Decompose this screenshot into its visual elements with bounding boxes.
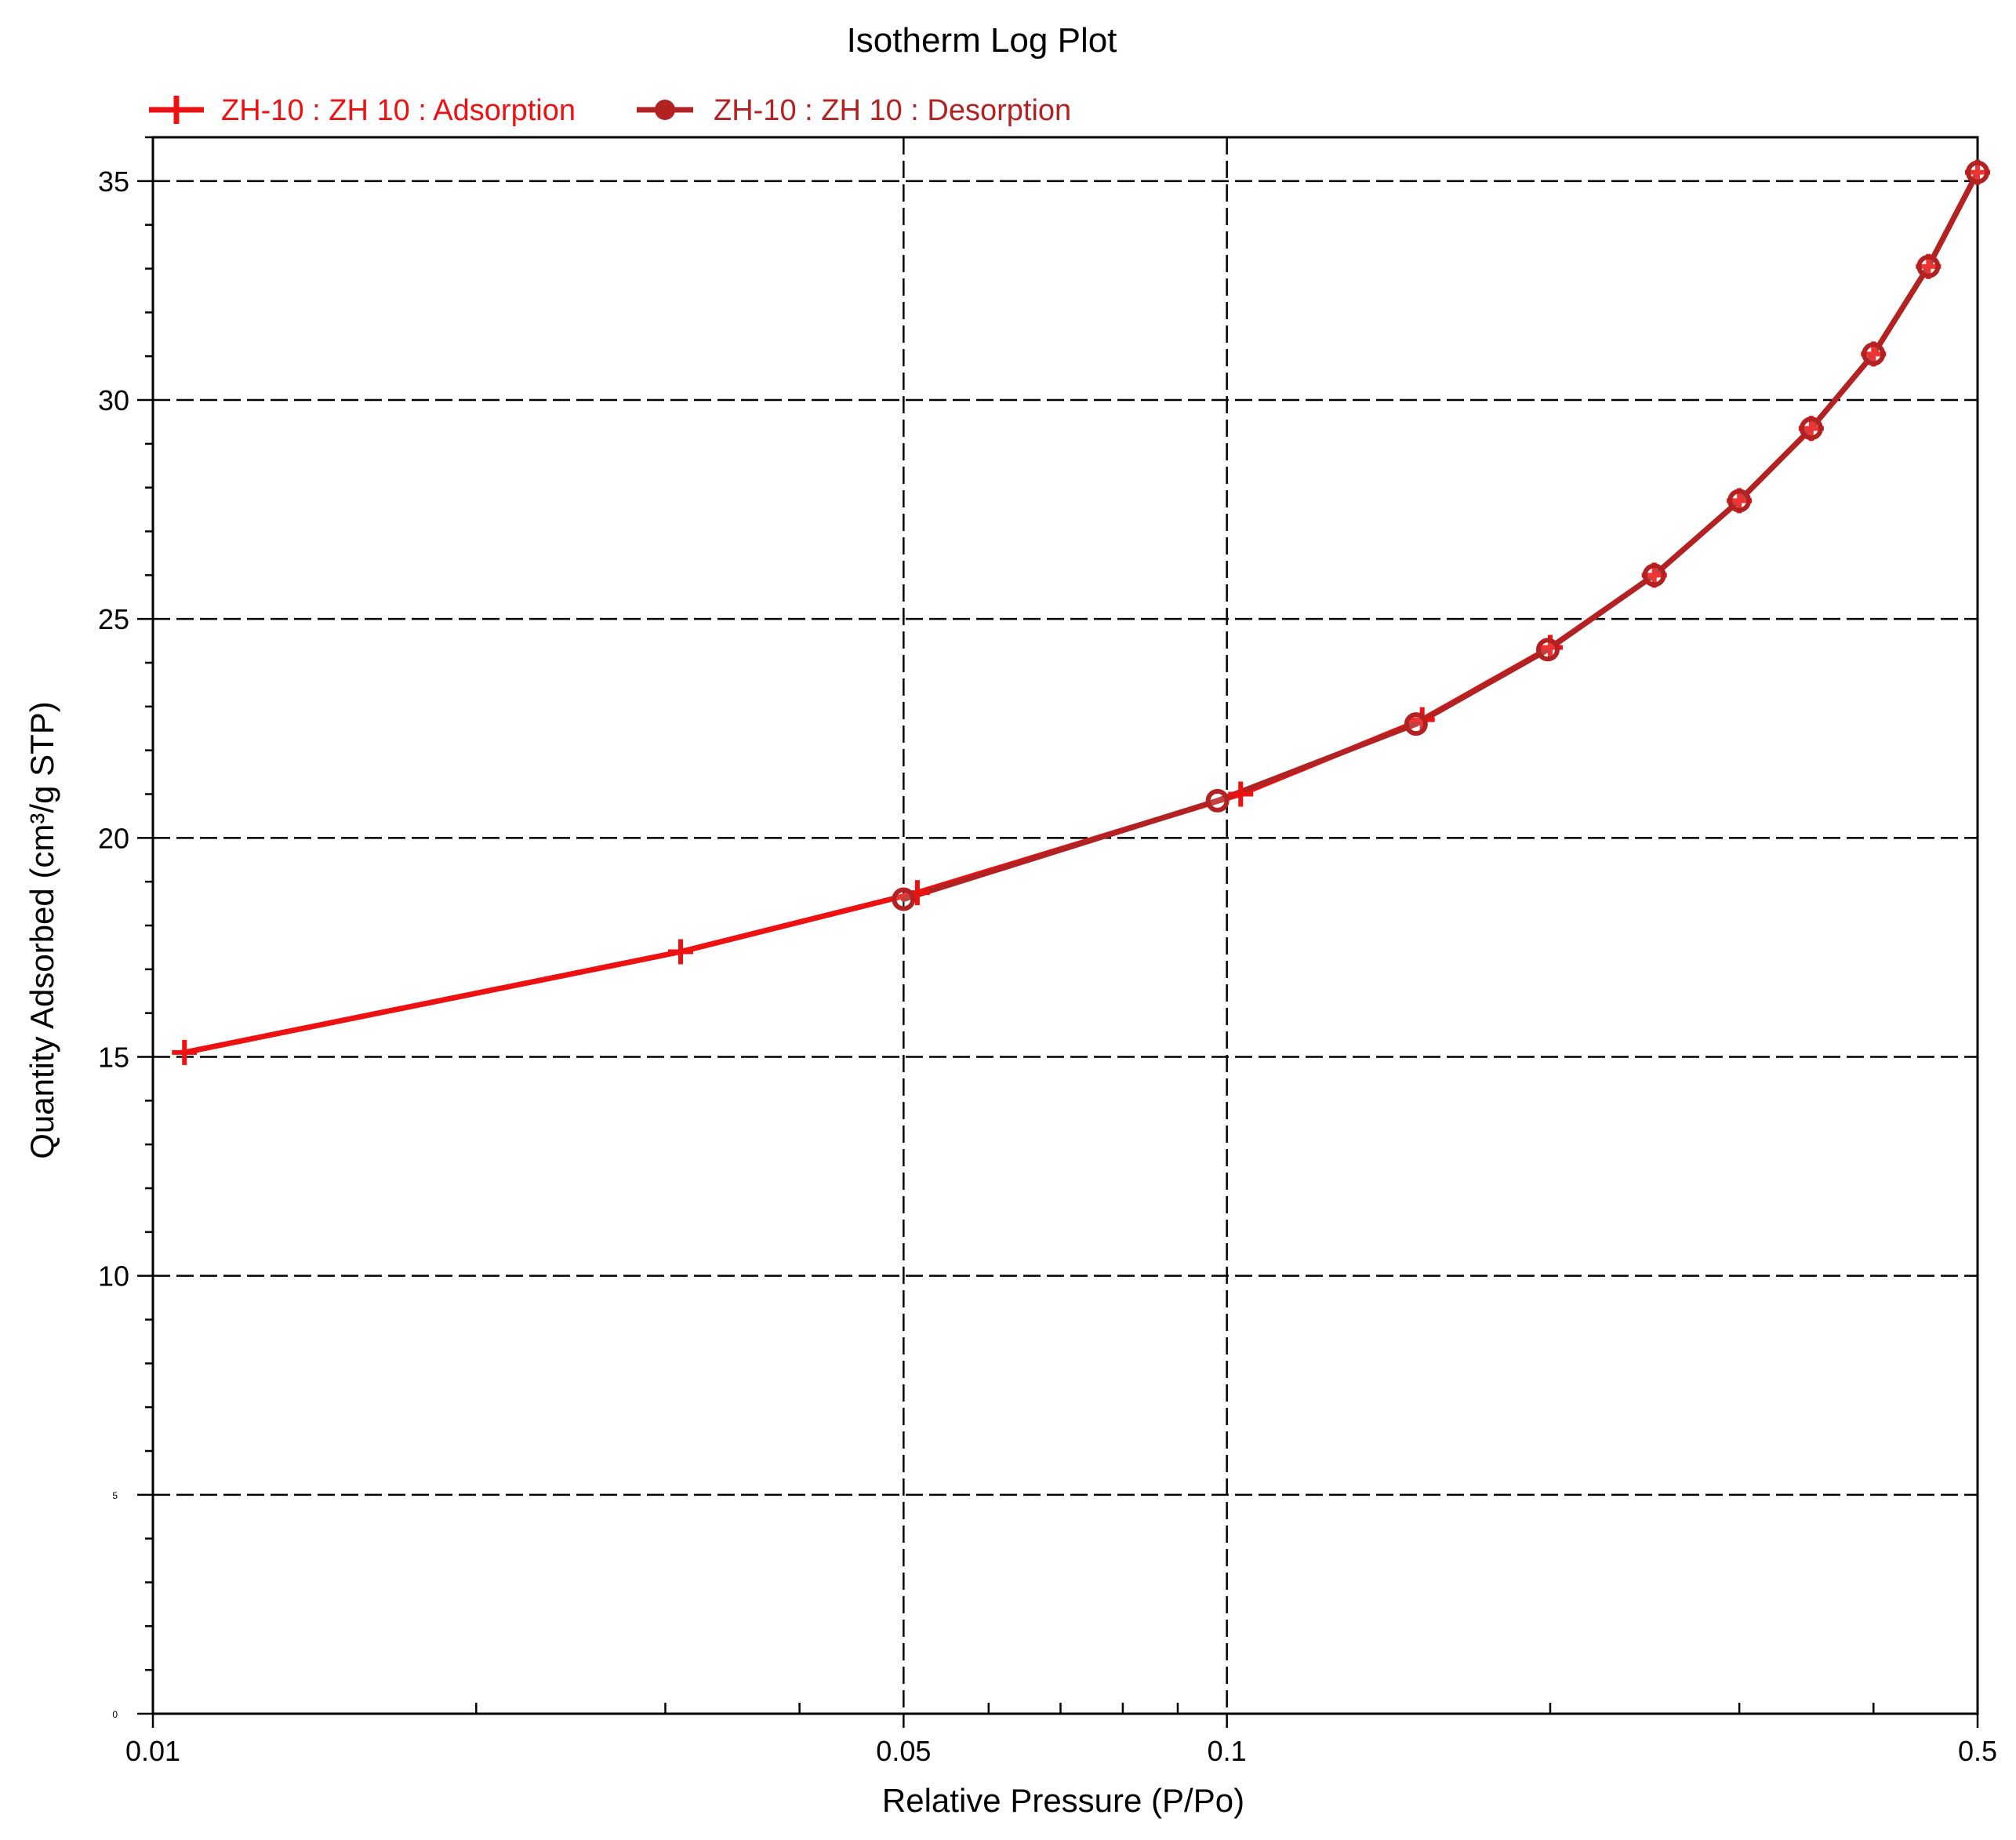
data-point-desorption[interactable] [1535,638,1560,662]
data-point-desorption[interactable] [1642,563,1666,587]
legend-label-adsorption: ZH-10 : ZH 10 : Adsorption [221,94,576,127]
data-point-desorption[interactable] [892,887,916,911]
x-tick-label: 0.5 [1958,1735,1997,1767]
legend-circle-marker [655,100,675,120]
y-tick-label: 20 [98,822,129,854]
y-tick-label: 25 [98,603,129,635]
series-line-0 [181,169,1981,1056]
data-point-desorption[interactable] [1799,416,1823,441]
y-tick-label: 0 [112,1709,118,1720]
x-tick-label: 0.1 [1208,1735,1247,1767]
data-point-desorption[interactable] [1404,712,1428,736]
y-tick-label: 5 [112,1490,118,1501]
y-tick-label: 30 [98,384,129,416]
legend-item-adsorption[interactable]: ZH-10 : ZH 10 : Adsorption [149,94,576,127]
x-tick-label: 0.01 [125,1735,180,1767]
legend-label-desorption: ZH-10 : ZH 10 : Desorption [714,94,1071,127]
y-tick-label: 35 [98,165,129,198]
chart-legend[interactable]: ZH-10 : ZH 10 : Adsorption ZH-10 : ZH 10… [149,94,1071,127]
data-point-adsorption[interactable] [667,939,693,965]
chart-title: Isotherm Log Plot [847,21,1117,60]
grid-lines [153,137,1978,1714]
data-point-desorption[interactable] [1966,160,1989,184]
y-axis-label: Quantity Adsorbed (cm³/g STP) [24,701,60,1159]
data-point-desorption[interactable] [1727,489,1752,513]
x-tick-label: 0.05 [876,1735,931,1767]
series-line-1 [900,169,1981,902]
legend-item-desorption[interactable]: ZH-10 : ZH 10 : Desorption [637,94,1071,127]
series-layer [172,159,1990,1065]
y-tick-label: 15 [98,1042,129,1074]
axes: 0 5 10 15 20 25 30 35 0.01 0.05 0.1 0.5 [98,136,1997,1767]
y-tick-label: 10 [98,1260,129,1293]
data-point-adsorption[interactable] [172,1039,198,1065]
data-point-desorption[interactable] [1205,788,1230,813]
plot-frame [151,136,1979,1715]
data-point-desorption[interactable] [1916,254,1941,278]
data-point-adsorption[interactable] [1228,781,1254,807]
x-axis-label: Relative Pressure (P/Po) [882,1782,1244,1819]
data-point-desorption[interactable] [1862,342,1886,366]
